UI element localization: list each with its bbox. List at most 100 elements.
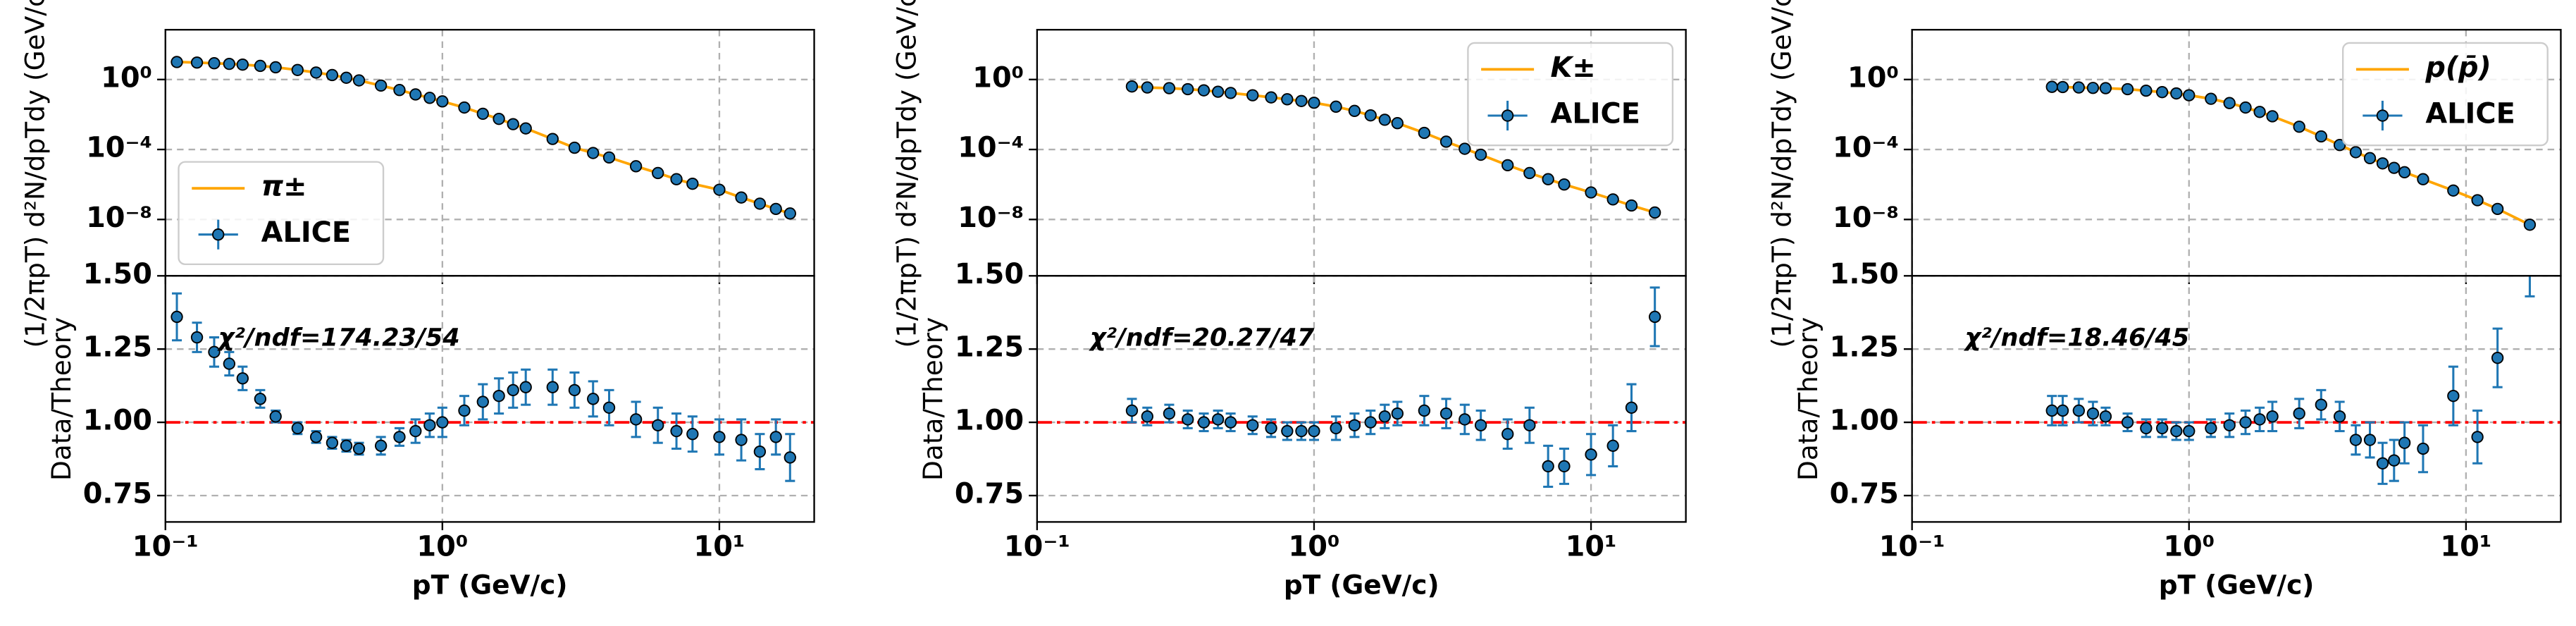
data-point bbox=[602, 401, 616, 414]
data-point bbox=[2293, 121, 2305, 133]
data-point bbox=[423, 419, 436, 431]
x-tick-label: 10⁻¹ bbox=[132, 530, 199, 563]
y-tick-label: 1.25 bbox=[83, 331, 152, 364]
y-tick-label: 0.75 bbox=[955, 477, 1024, 510]
legend-label: ALICE bbox=[261, 216, 351, 249]
data-point bbox=[2363, 434, 2377, 446]
data-point bbox=[1163, 82, 1176, 94]
data-point bbox=[2266, 110, 2279, 123]
data-point bbox=[254, 59, 267, 73]
data-point bbox=[1295, 94, 1308, 107]
data-point bbox=[223, 57, 236, 70]
data-point bbox=[1625, 199, 1638, 212]
data-point bbox=[2239, 416, 2252, 429]
data-point bbox=[423, 92, 436, 104]
data-point bbox=[769, 202, 782, 216]
data-point bbox=[1474, 419, 1487, 431]
data-point bbox=[753, 197, 767, 210]
legend-label: K± bbox=[1551, 51, 1596, 84]
data-point bbox=[1606, 439, 1619, 453]
data-point bbox=[1141, 410, 1153, 423]
data-point bbox=[568, 383, 581, 397]
y-tick-label: 1.50 bbox=[83, 258, 152, 290]
data-point bbox=[1606, 193, 1619, 206]
y-tick-label: 10⁻⁴ bbox=[86, 132, 152, 164]
data-point bbox=[1348, 104, 1361, 118]
legend-label: ALICE bbox=[1551, 98, 1640, 130]
data-point bbox=[602, 151, 616, 164]
data-point bbox=[1648, 310, 1661, 324]
data-point bbox=[393, 84, 406, 97]
data-point bbox=[1523, 166, 1536, 180]
y-tick-label: 1.50 bbox=[1830, 258, 1899, 290]
data-point bbox=[2223, 419, 2236, 431]
data-point bbox=[546, 381, 559, 393]
axes-frame bbox=[1911, 275, 2562, 523]
y-tick-label: 10⁻⁴ bbox=[1833, 132, 1899, 164]
data-point bbox=[1378, 113, 1391, 126]
data-point bbox=[686, 177, 699, 190]
data-point bbox=[352, 74, 366, 87]
data-point bbox=[2170, 424, 2183, 438]
data-point bbox=[309, 431, 323, 443]
data-point bbox=[2170, 87, 2183, 100]
data-point bbox=[1542, 173, 1554, 185]
data-point bbox=[546, 133, 559, 145]
theory-line bbox=[2052, 85, 2531, 226]
x-tick-label: 10⁰ bbox=[2163, 530, 2215, 563]
data-point bbox=[507, 118, 519, 130]
data-point bbox=[1391, 407, 1404, 420]
data-point bbox=[340, 439, 353, 453]
data-point bbox=[1501, 159, 1514, 172]
data-point bbox=[2155, 422, 2169, 435]
data-point bbox=[393, 431, 406, 443]
data-point bbox=[2388, 454, 2401, 467]
data-point bbox=[309, 66, 323, 79]
data-point bbox=[2253, 106, 2266, 118]
y-tick-label: 0.75 bbox=[83, 477, 152, 510]
data-point bbox=[190, 331, 204, 344]
data-point bbox=[1182, 413, 1194, 426]
x-tick-label: 10¹ bbox=[1566, 530, 1617, 563]
data-point bbox=[735, 434, 748, 446]
data-point bbox=[753, 445, 767, 458]
data-point bbox=[519, 381, 532, 393]
data-point bbox=[2072, 81, 2085, 94]
data-point bbox=[340, 71, 353, 84]
data-point bbox=[254, 393, 267, 405]
data-point bbox=[1474, 148, 1487, 161]
y-tick-label: 1.25 bbox=[1830, 331, 1899, 364]
data-point bbox=[2140, 84, 2153, 97]
data-point bbox=[2121, 82, 2134, 96]
data-point bbox=[2223, 97, 2236, 109]
y-tick-label: 10⁻⁴ bbox=[958, 132, 1024, 164]
data-point bbox=[1558, 460, 1571, 473]
data-point bbox=[208, 57, 221, 70]
data-point bbox=[2293, 407, 2305, 420]
data-point bbox=[1125, 404, 1139, 417]
data-point bbox=[1459, 142, 1471, 155]
data-point bbox=[1501, 428, 1514, 441]
data-point bbox=[2183, 424, 2196, 438]
data-point bbox=[784, 207, 796, 220]
data-point bbox=[670, 173, 683, 185]
plot-area bbox=[1912, 276, 2561, 522]
data-point bbox=[2155, 86, 2169, 99]
data-point bbox=[2349, 434, 2363, 446]
data-point bbox=[1163, 407, 1176, 420]
data-point bbox=[458, 404, 471, 417]
data-point bbox=[2140, 422, 2153, 435]
y-axis-label: (1/2πpT) d²N/dpTdy (GeV/c)⁻² bbox=[891, 0, 922, 348]
x-tick-label: 10¹ bbox=[694, 530, 745, 563]
data-point bbox=[2491, 351, 2504, 364]
data-point bbox=[2253, 413, 2266, 426]
y-tick-label: 1.50 bbox=[955, 258, 1024, 290]
y-tick-label: 10⁻⁸ bbox=[86, 202, 152, 234]
data-point bbox=[2239, 101, 2252, 114]
y-tick-label: 1.00 bbox=[955, 405, 1024, 437]
axes-frame bbox=[1036, 275, 1687, 523]
y-tick-label: 10⁰ bbox=[101, 61, 152, 94]
data-point bbox=[326, 68, 339, 82]
data-point bbox=[2376, 157, 2389, 170]
